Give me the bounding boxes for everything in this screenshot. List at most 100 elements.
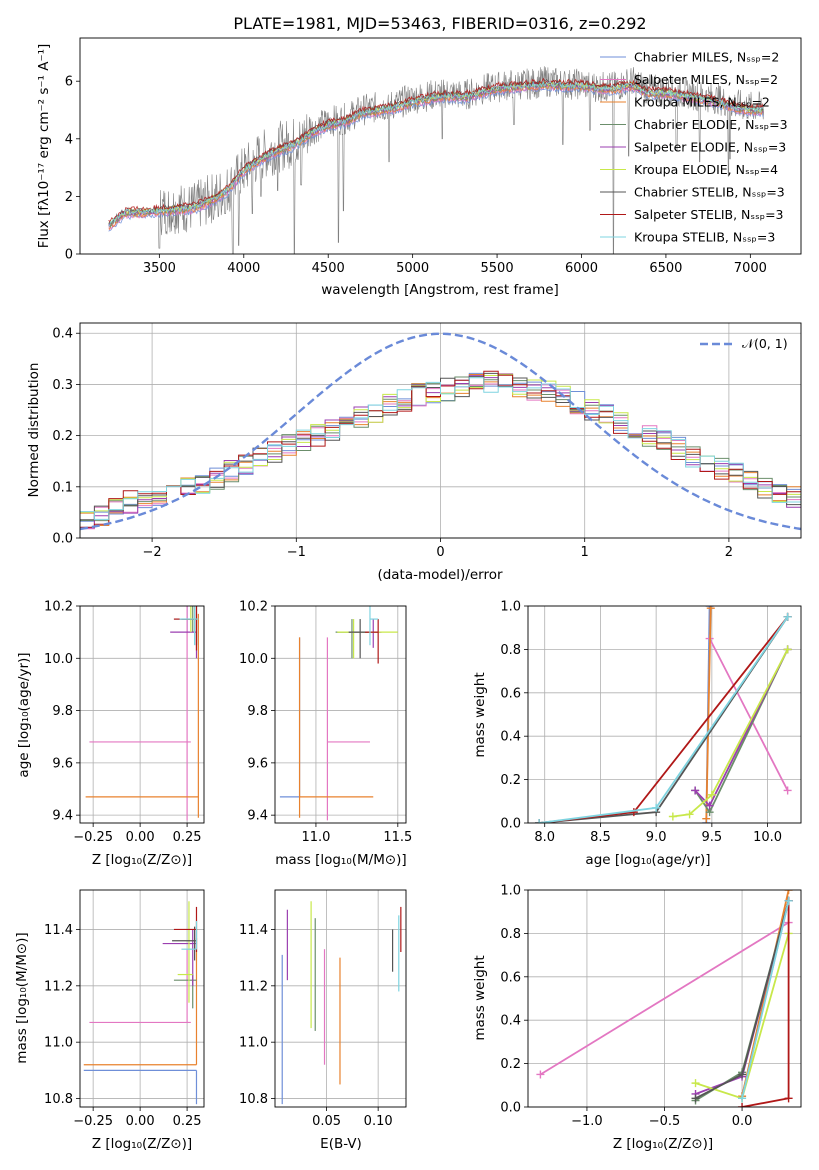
mass-weight-line — [705, 608, 712, 819]
y-tick-label: 0.2 — [500, 773, 521, 788]
x-tick-label: 8.0 — [534, 830, 555, 845]
figure-title: PLATE=1981, MJD=53463, FIBERID=0316, z=0… — [233, 14, 646, 33]
legend-label: Chabrier STELIB, Nₛₛₚ=3 — [634, 185, 785, 200]
y-tick-label: 0.6 — [500, 970, 521, 985]
x-tick-label: 8.5 — [590, 830, 611, 845]
weight-z-ylabel: mass weight — [472, 955, 488, 1040]
plot-area — [279, 606, 398, 821]
mass-weight-marker — [707, 790, 716, 799]
weight-vs-age-panel: 8.0 8.5 9.0 9.5 10.0 0.0 0.2 0.4 0.6 0.8 1.0 — [500, 600, 802, 845]
plot-area — [536, 890, 793, 1107]
spectrum-xlabel: wavelength [Angstrom, rest frame] — [321, 282, 559, 298]
y-tick-label: 9.4 — [52, 809, 73, 824]
residual-histogram-step — [80, 377, 801, 520]
x-tick-label: 10.0 — [753, 830, 782, 845]
y-tick-label: 11.4 — [44, 923, 73, 938]
mass-weight-marker — [691, 1079, 700, 1088]
y-tick-label: 10.2 — [44, 600, 73, 615]
x-tick-label: 1 — [581, 545, 589, 560]
mass-weight-line — [539, 921, 790, 1076]
residuals-panel: −2 −1 0 1 2 0.0 0.1 0.2 0.3 0.4 𝒩(0, 1) — [52, 322, 802, 560]
x-tick-label: 11.5 — [383, 830, 412, 845]
mass-weight-marker — [738, 1094, 747, 1103]
y-tick-label: 0.3 — [52, 378, 73, 393]
legend-label: 𝒩(0, 1) — [742, 336, 788, 351]
mass-vs-z-panel: −0.25 0.00 0.25 10.8 11.0 11.2 11.4 — [44, 889, 205, 1129]
y-tick-label: 0.0 — [500, 1101, 521, 1116]
y-tick-label: 0.4 — [500, 1014, 521, 1029]
spectrum-legend: Chabrier MILES, Nₛₛₚ=2 Salpeter MILES, Nₛ… — [600, 50, 788, 245]
x-tick-label: 0.05 — [312, 1114, 341, 1129]
y-tick-label: 0.2 — [500, 1057, 521, 1072]
y-tick-label: 0.6 — [500, 686, 521, 701]
y-tick-label: 10.0 — [44, 652, 73, 667]
plot-area — [281, 901, 402, 1105]
plot-area — [80, 332, 801, 531]
y-tick-label: 0.1 — [52, 480, 73, 495]
y-tick-label: 11.0 — [239, 1036, 268, 1051]
mass-weight-marker — [535, 819, 544, 823]
y-tick-label: 10.8 — [239, 1092, 268, 1107]
x-tick-label: 0.25 — [173, 1114, 202, 1129]
x-tick-label: −1 — [287, 545, 306, 560]
x-tick-label: −2 — [143, 545, 162, 560]
legend-label: Kroupa ELODIE, Nₛₛₚ=4 — [634, 162, 778, 177]
y-tick-label: 11.2 — [44, 979, 73, 994]
legend-label: Chabrier ELODIE, Nₛₛₚ=3 — [634, 117, 788, 132]
x-tick-label: 9.5 — [702, 830, 723, 845]
y-tick-label: 9.4 — [247, 809, 268, 824]
x-tick-label: −1.0 — [571, 1114, 603, 1129]
mass-weight-marker — [536, 1070, 545, 1079]
age-z-xlabel: Z [log₁₀(Z/Z⊙)] — [92, 852, 192, 868]
x-tick-label: 5500 — [481, 261, 514, 276]
age-mass-xlabel: mass [log₁₀(M/M⊙)] — [275, 852, 406, 868]
y-tick-label: 9.8 — [247, 704, 268, 719]
mass-weight-marker — [702, 814, 711, 823]
model-spectrum-line — [108, 81, 764, 229]
axes-frame — [79, 37, 802, 255]
axes-frame — [79, 889, 205, 1108]
axes-frame — [79, 605, 205, 824]
y-tick-label: 0.8 — [500, 927, 521, 942]
y-tick-label: 6 — [65, 75, 73, 90]
y-tick-label: 1.0 — [500, 600, 521, 615]
y-tick-label: 9.6 — [52, 756, 73, 771]
legend-label: Salpeter MILES, Nₛₛₚ=2 — [634, 72, 778, 87]
residuals-ylabel: Normed distribution — [26, 363, 42, 498]
residuals-xlabel: (data-model)/error — [377, 567, 503, 583]
mass-weight-marker — [685, 810, 694, 819]
x-tick-label: 0.00 — [126, 830, 155, 845]
y-tick-label: 11.2 — [239, 979, 268, 994]
model-spectrum-line — [108, 77, 764, 223]
mass-weight-line — [672, 648, 789, 818]
y-tick-label: 4 — [65, 132, 73, 147]
x-tick-label: 0 — [436, 545, 444, 560]
mass-ebv-xlabel: E(B-V) — [320, 1136, 362, 1152]
y-tick-label: 0.0 — [500, 817, 521, 832]
x-tick-label: 7000 — [734, 261, 767, 276]
x-tick-label: 6500 — [649, 261, 682, 276]
x-tick-label: −0.25 — [73, 1114, 113, 1129]
legend-label: Salpeter ELODIE, Nₛₛₚ=3 — [634, 140, 786, 155]
age-vs-z-panel: −0.25 0.00 0.25 9.4 9.6 9.8 10.0 10.2 — [44, 600, 205, 845]
x-tick-label: 4000 — [227, 261, 260, 276]
y-tick-label: 1.0 — [500, 884, 521, 899]
mass-weight-marker — [691, 1094, 700, 1103]
y-tick-label: 10.0 — [239, 652, 268, 667]
y-tick-label: 0.4 — [52, 327, 73, 342]
x-tick-label: 6000 — [565, 261, 598, 276]
mass-weight-marker — [783, 786, 792, 795]
mass-weight-line — [708, 638, 789, 791]
x-tick-label: 2 — [725, 545, 733, 560]
axes-frame — [274, 889, 407, 1108]
age-vs-mass-panel: 11.0 11.5 9.4 9.6 9.8 10.0 10.2 — [239, 600, 412, 846]
x-tick-label: 3500 — [143, 261, 176, 276]
legend-label: Salpeter STELIB, Nₛₛₚ=3 — [634, 207, 784, 222]
x-tick-label: −0.25 — [73, 830, 113, 845]
weight-vs-z-panel: −1.0 −0.5 0.0 0.0 0.2 0.4 0.6 0.8 1.0 — [500, 884, 802, 1129]
x-tick-label: 4500 — [312, 261, 345, 276]
model-spectrum-line — [108, 81, 764, 227]
y-tick-label: 0 — [65, 248, 73, 263]
weight-age-xlabel: age [log₁₀(age/yr)] — [585, 852, 710, 868]
x-tick-label: 0.25 — [173, 830, 202, 845]
